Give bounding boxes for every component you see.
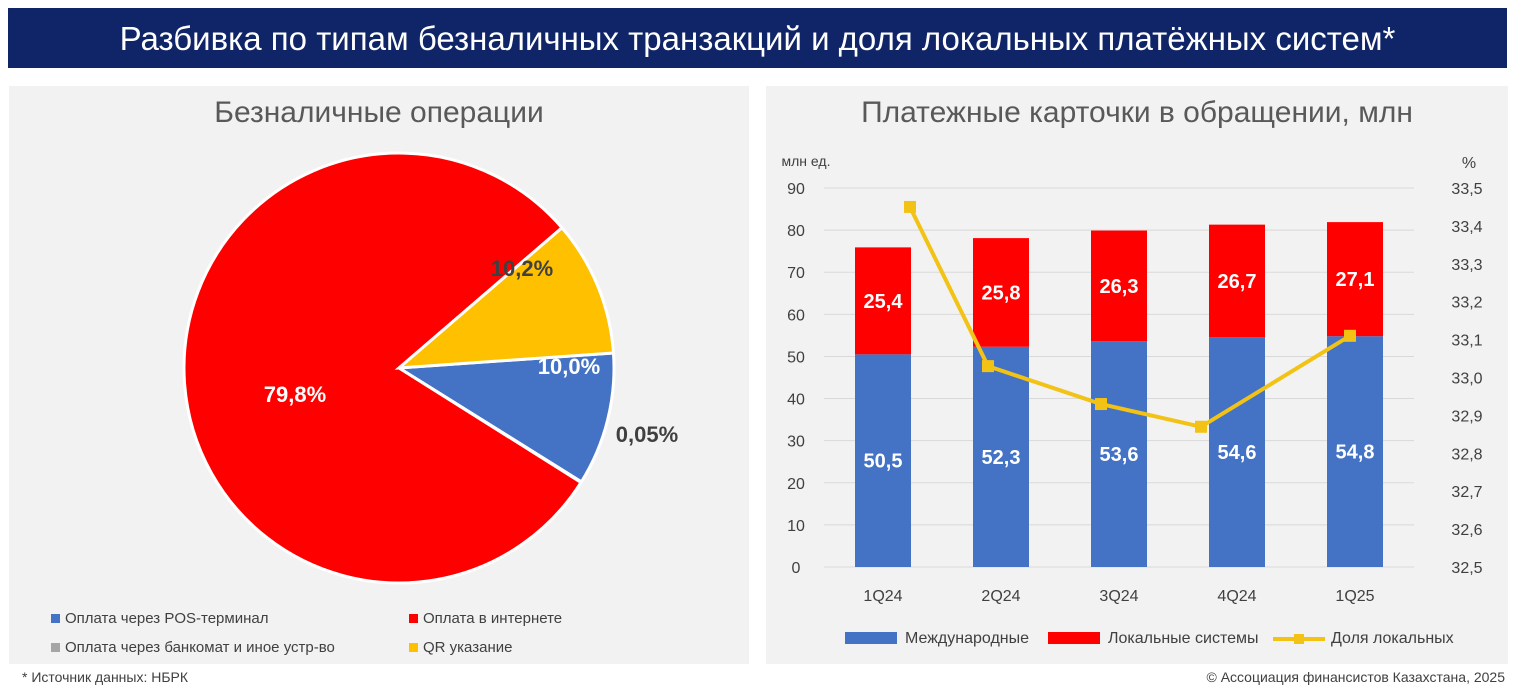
legend-swatch-atm bbox=[51, 642, 60, 652]
bar-label-international-4Q24: 54,6 bbox=[1218, 442, 1257, 464]
page-title: Разбивка по типам безналичных транзакций… bbox=[119, 20, 1396, 57]
bar-local-4Q24 bbox=[1209, 224, 1265, 338]
line-marker-3Q24 bbox=[1095, 398, 1107, 411]
pie-slice-1 bbox=[394, 351, 616, 484]
pie-label-1: 10,0% bbox=[538, 354, 600, 379]
bar-label-local-2Q24: 25,8 bbox=[982, 282, 1021, 304]
y-tick-10: 10 bbox=[787, 518, 805, 535]
pie-chart-panel: Безналичные операции 10,0% 0,05% 79,8% 10,2… bbox=[9, 86, 749, 664]
y2-tick-6: 33,1 bbox=[1451, 333, 1482, 350]
bar-local-1Q24 bbox=[855, 247, 911, 355]
footer-source: * Источник данных: НБРК bbox=[22, 669, 189, 685]
bar-local-1Q25 bbox=[1327, 222, 1383, 337]
legend-swatch-local-share bbox=[1273, 632, 1325, 644]
y2-tick-1: 32,6 bbox=[1451, 522, 1482, 539]
bar-label-international-3Q24: 53,6 bbox=[1100, 444, 1139, 466]
bar-international-3Q24 bbox=[1091, 341, 1147, 567]
line-marker-1Q25 bbox=[1344, 329, 1356, 342]
legend-swatch-local-systems bbox=[1048, 631, 1100, 644]
pie-label-4: 10,2% bbox=[491, 256, 553, 281]
legend-swatch-international bbox=[845, 631, 897, 644]
y2-tick-3: 32,8 bbox=[1451, 446, 1482, 463]
y-tick-50: 50 bbox=[787, 349, 805, 366]
bar-international-1Q25 bbox=[1327, 336, 1383, 567]
line-marker-1Q24 bbox=[904, 200, 916, 213]
bar-label-international-1Q24: 50,5 bbox=[864, 451, 903, 473]
bar-chart-title: Платежные карточки в обращении, млн bbox=[861, 96, 1413, 129]
bar-label-local-1Q25: 27,1 bbox=[1336, 269, 1375, 291]
pie-slice-3 bbox=[182, 151, 584, 585]
footer-copyright: © Ассоциация финансистов Казахстана, 202… bbox=[1206, 669, 1505, 685]
bar-international-2Q24 bbox=[973, 346, 1029, 567]
pie-label-2: 0,05% bbox=[616, 422, 678, 447]
y2-tick-4: 32,9 bbox=[1451, 408, 1482, 425]
bar-chart-panel: Платежные карточки в обращении, млн 0 10 2… bbox=[766, 86, 1508, 664]
bar-label-local-4Q24: 26,7 bbox=[1218, 271, 1257, 293]
y2-tick-7: 33,2 bbox=[1451, 295, 1482, 312]
line-marker-2Q24 bbox=[982, 360, 994, 373]
y-tick-90: 90 bbox=[787, 181, 805, 198]
pie-chart: 10,0% 0,05% 79,8% 10,2% bbox=[182, 151, 678, 585]
y2-tick-2: 32,7 bbox=[1451, 484, 1482, 501]
y-tick-20: 20 bbox=[787, 476, 805, 493]
pie-slice-4 bbox=[394, 225, 616, 370]
pie-label-3: 79,8% bbox=[264, 382, 326, 407]
y-axis-label: млн ед. bbox=[782, 153, 831, 169]
y-tick-30: 30 bbox=[787, 434, 805, 451]
y2-axis-label: % bbox=[1462, 155, 1476, 172]
x-tick-1Q25: 1Q25 bbox=[1335, 588, 1374, 605]
legend-item-pos: Оплата через POS-терминал bbox=[51, 610, 268, 627]
x-tick-4Q24: 4Q24 bbox=[1217, 588, 1256, 605]
legend-swatch-qr bbox=[409, 642, 418, 652]
y-tick-0: 0 bbox=[792, 560, 801, 577]
bar-chart: 0 10 20 30 40 50 60 70 80 90 32,5 32,6 32,7 32,8 32,9 3… bbox=[782, 153, 1483, 605]
x-tick-2Q24: 2Q24 bbox=[981, 588, 1020, 605]
y-tick-60: 60 bbox=[787, 307, 805, 324]
pie-chart-title: Безналичные операции bbox=[214, 96, 544, 129]
bar-international-1Q24 bbox=[855, 354, 911, 567]
bar-local-3Q24 bbox=[1091, 230, 1147, 342]
legend-item-atm: Оплата через банкомат и иное устр-во bbox=[51, 639, 335, 656]
legend-item-local-systems: Локальные системы bbox=[1048, 630, 1258, 648]
y2-tick-8: 33,3 bbox=[1451, 257, 1482, 274]
legend-item-qr: QR указание bbox=[409, 639, 512, 656]
line-marker-4Q24 bbox=[1195, 420, 1207, 433]
legend-item-local-share: Доля локальных bbox=[1273, 630, 1454, 648]
y2-tick-9: 33,4 bbox=[1451, 219, 1482, 236]
legend-swatch-pos bbox=[51, 613, 60, 623]
y2-tick-10: 33,5 bbox=[1451, 181, 1482, 198]
bar-local-2Q24 bbox=[973, 238, 1029, 347]
y-tick-70: 70 bbox=[787, 265, 805, 282]
bar-label-international-2Q24: 52,3 bbox=[982, 447, 1021, 469]
y-tick-40: 40 bbox=[787, 392, 805, 409]
legend-swatch-internet bbox=[409, 613, 418, 623]
legend-item-international: Международные bbox=[845, 630, 1029, 648]
bar-label-international-1Q25: 54,8 bbox=[1336, 442, 1375, 464]
x-tick-3Q24: 3Q24 bbox=[1099, 588, 1138, 605]
bar-label-local-1Q24: 25,4 bbox=[864, 291, 904, 313]
y2-tick-5: 33,0 bbox=[1451, 371, 1482, 388]
y2-tick-0: 32,5 bbox=[1451, 560, 1482, 577]
y-tick-80: 80 bbox=[787, 223, 805, 240]
bar-label-local-3Q24: 26,3 bbox=[1100, 276, 1139, 298]
legend-item-internet: Оплата в интернете bbox=[409, 610, 562, 627]
page-title-banner: Разбивка по типам безналичных транзакций… bbox=[8, 8, 1507, 68]
bar-international-4Q24 bbox=[1209, 337, 1265, 567]
x-tick-1Q24: 1Q24 bbox=[863, 588, 902, 605]
